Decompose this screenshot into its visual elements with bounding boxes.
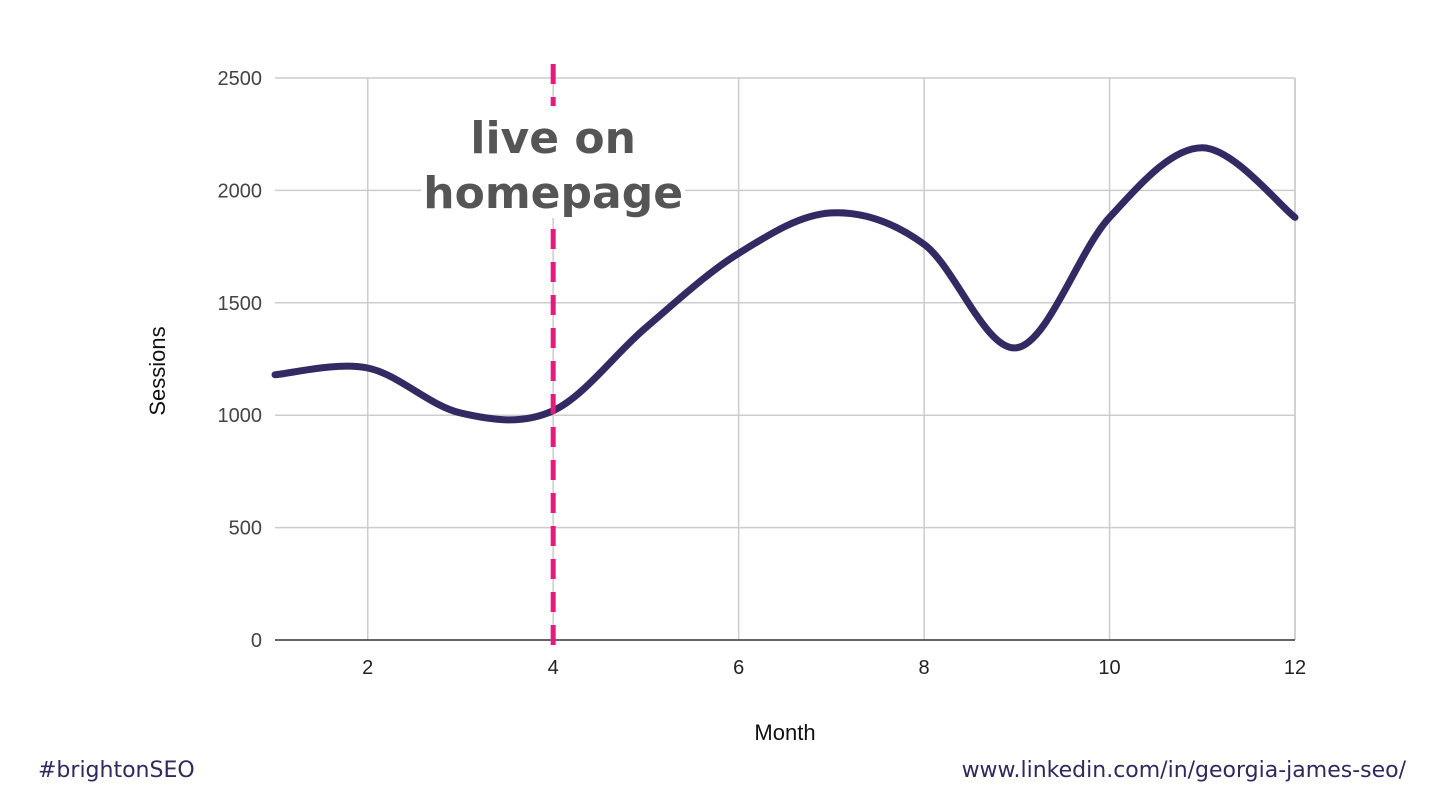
y-axis-label: Sessions [145, 326, 170, 415]
x-axis-label: Month [754, 720, 815, 745]
x-tick-label: 6 [733, 657, 744, 679]
x-tick-label: 4 [548, 657, 559, 679]
sessions-series-line [271, 144, 1299, 424]
annotation-label-line2: homepage [423, 168, 683, 219]
linkedin-url-footer[interactable]: www.linkedin.com/in/georgia-james-seo/ [961, 758, 1406, 783]
y-tick-label: 1000 [218, 405, 263, 427]
annotation-label-background [421, 106, 686, 218]
y-tick-label: 2500 [218, 68, 263, 90]
x-tick-label: 8 [919, 657, 930, 679]
x-tick-label: 10 [1098, 657, 1120, 679]
x-tick-label: 2 [362, 657, 373, 679]
y-tick-label: 500 [229, 518, 262, 540]
y-tick-label: 2000 [218, 180, 263, 202]
series-layer [271, 144, 1299, 424]
annotation-label-line1: live on [470, 113, 636, 164]
x-tick-label: 12 [1284, 657, 1306, 679]
y-tick-label: 0 [251, 630, 262, 652]
hashtag-footer: #brightonSEO [38, 758, 195, 783]
y-tick-label: 1500 [218, 293, 263, 315]
axis-tick-labels: 0 500 1000 1500 2000 2500 2 4 6 8 10 12 [218, 68, 1307, 679]
